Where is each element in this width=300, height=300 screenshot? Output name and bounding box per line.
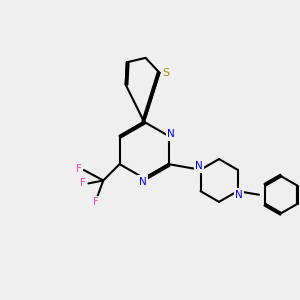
- Text: N: N: [139, 177, 146, 187]
- Text: S: S: [163, 68, 170, 78]
- Text: F: F: [93, 197, 99, 207]
- Text: F: F: [76, 164, 82, 174]
- Text: N: N: [195, 161, 203, 171]
- Text: N: N: [167, 129, 175, 140]
- Text: N: N: [235, 190, 243, 200]
- Text: F: F: [80, 178, 86, 188]
